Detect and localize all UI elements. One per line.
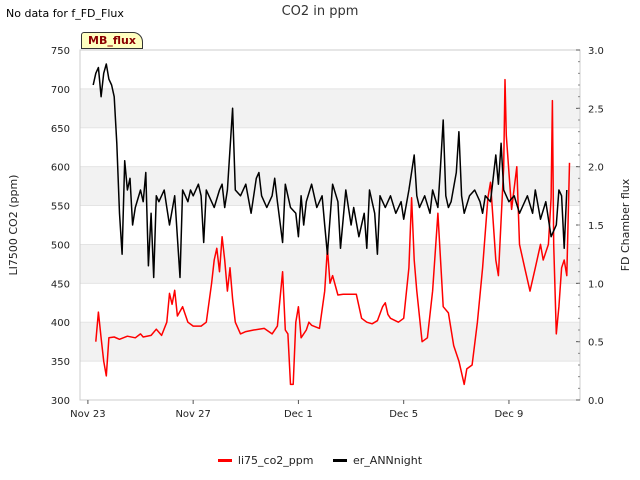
series-line-li75_co2_ppm: [95, 78, 571, 386]
series-line-er_ANNnight: [92, 63, 568, 279]
y-tick-label: 550: [51, 202, 70, 213]
y2-tick-label: 3.0: [588, 46, 604, 57]
x-axis-ticks: Nov 23 Dec 1 Nov 27 Dec 5 Dec 9: [70, 400, 523, 420]
x-tick-label: Dec 1: [284, 409, 313, 420]
y-tick-label: 450: [51, 279, 70, 290]
no-data-note: No data for f_FD_Flux: [6, 7, 124, 20]
y-tick-label: 350: [51, 357, 70, 368]
y2-tick-label: 0.0: [588, 396, 604, 407]
y-tick-label: 400: [51, 318, 70, 329]
y2-tick-label: 1.0: [588, 279, 604, 290]
legend-label-er-ann: er_ANNnight: [353, 454, 423, 467]
y-tick-label: 750: [51, 46, 70, 57]
y-tick-label: 300: [51, 396, 70, 407]
band: [80, 88, 580, 128]
y-axis-label: LI7500 CO2 (ppm): [7, 175, 20, 276]
legend-swatch-black-icon: [333, 459, 347, 462]
series-group: [92, 63, 571, 386]
legend: li75_co2_ppm er_ANNnight: [0, 452, 640, 467]
y2-tick-label: 2.0: [588, 163, 604, 174]
y-tick-label: 600: [51, 163, 70, 174]
band: [80, 322, 580, 362]
y-tick-label: 650: [51, 124, 70, 135]
y2-tick-label: 1.5: [588, 221, 604, 232]
y-tick-label: 500: [51, 240, 70, 251]
legend-item-er-ann[interactable]: er_ANNnight: [333, 454, 422, 467]
y2-tick-label: 2.5: [588, 104, 604, 115]
left-axis-ticks: 300 350 400 450 500 550 600 650 700 750: [51, 46, 70, 407]
y2-tick-label: 0.5: [588, 338, 604, 349]
mb-flux-badge: MB_flux: [81, 32, 143, 49]
right-axis-ticks: 0.0 0.5 1.0 1.5 2.0 2.5 3.0: [576, 46, 604, 407]
legend-item-li75[interactable]: li75_co2_ppm: [217, 454, 314, 467]
chart-title: CO2 in ppm: [281, 4, 359, 19]
background-bands: [80, 88, 580, 362]
band: [80, 166, 580, 206]
y-tick-label: 700: [51, 85, 70, 96]
legend-label-li75: li75_co2_ppm: [237, 454, 314, 467]
x-tick-label: Nov 27: [175, 409, 210, 420]
x-tick-label: Dec 9: [494, 409, 523, 420]
legend-swatch-red-icon: [217, 459, 232, 462]
x-tick-label: Nov 23: [70, 409, 105, 420]
y2-axis-label: FD Chamber flux: [619, 178, 632, 271]
x-tick-label: Dec 5: [389, 409, 418, 420]
